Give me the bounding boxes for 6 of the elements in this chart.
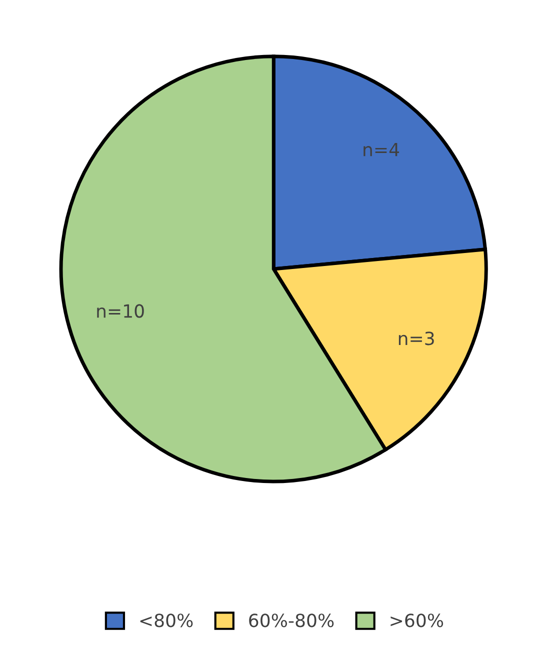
data-label: n=4	[364, 142, 400, 156]
data-label: n=3	[398, 332, 434, 346]
data-label: n=10	[97, 304, 144, 318]
legend-label: 60%-80%	[249, 614, 334, 628]
legend-label: <80%	[140, 614, 193, 628]
legend-label: >60%	[390, 614, 444, 628]
